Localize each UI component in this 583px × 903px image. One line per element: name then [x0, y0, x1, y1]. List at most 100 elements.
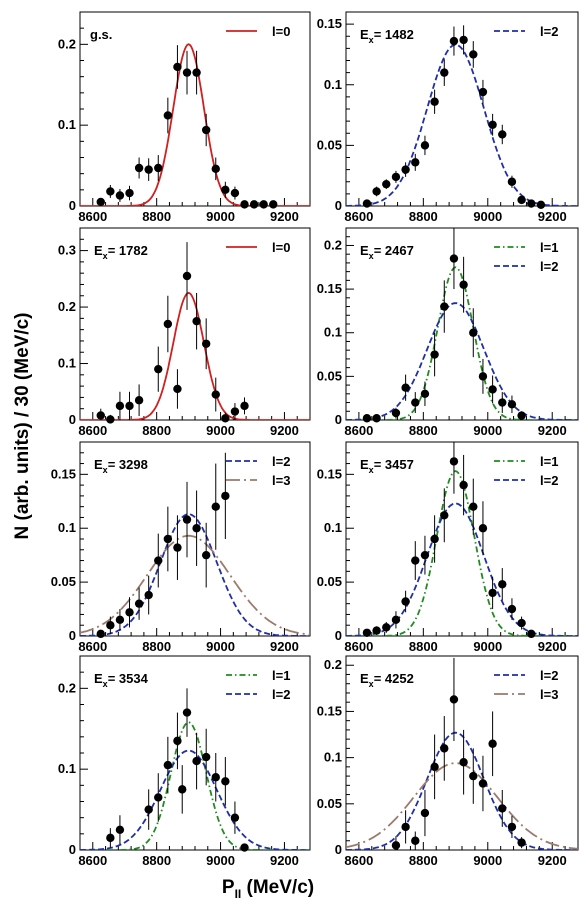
legend-label-l2: l=2 [272, 454, 290, 469]
panel-5: 8600 8800 9000 9200 0 0.05 0.1 0.15 Ex= 3298 l=2 l… [51, 441, 311, 654]
y-tick-label: 0.1 [324, 325, 342, 340]
data-point [372, 626, 381, 635]
data-point [372, 414, 381, 423]
panel-title: Ex= 1482 [360, 27, 414, 45]
panel-4: 8600 8800 9000 9200 0 0.05 0.1 0.15 0.2 Ex= 2467 l… [317, 227, 579, 438]
panel-title-sub: x [369, 465, 374, 475]
data-point [154, 793, 163, 802]
data-point [106, 187, 115, 196]
data-point [411, 836, 420, 845]
data-point [507, 822, 517, 832]
data-point [211, 773, 220, 782]
fit-curve-l2 [346, 502, 578, 636]
y-tick-label: 0 [69, 198, 76, 213]
data-point [420, 550, 430, 560]
data-point [527, 199, 536, 208]
legend-label-l0: l=0 [272, 24, 290, 39]
panel-title: Ex= 3534 [94, 671, 149, 689]
data-point [249, 200, 259, 209]
panel-title-main: E [94, 457, 103, 472]
data-point [154, 163, 163, 173]
data-point [498, 804, 507, 813]
y-tick-label: 0.15 [51, 466, 76, 481]
y-tick-label: 0.05 [317, 796, 342, 811]
x-tick-label: 9200 [538, 423, 567, 438]
data-point [478, 524, 488, 533]
data-point [411, 398, 420, 407]
x-tick-label: 8600 [344, 423, 373, 438]
x-tick-label: 8800 [142, 853, 171, 868]
x-tick-label: 9000 [206, 209, 235, 224]
data-point [221, 777, 230, 786]
panel-title: Ex= 3298 [94, 457, 148, 475]
x-tick-label: 9200 [270, 423, 299, 438]
legend-label-l2: l=2 [272, 687, 290, 702]
y-tick-label: 0.2 [58, 680, 76, 695]
y-tick-label: 0 [69, 842, 76, 857]
data-point [372, 187, 381, 196]
y-tick-label: 0.1 [324, 77, 342, 92]
data-point [440, 302, 449, 311]
data-point [96, 629, 105, 639]
data-point [391, 172, 401, 182]
panel-title-value: = 1482 [374, 27, 414, 42]
y-tick-label: 0.15 [317, 703, 342, 718]
data-point [192, 756, 201, 766]
panel-frame [79, 11, 311, 207]
y-tick-label: 0.1 [324, 520, 342, 535]
data-point [517, 618, 526, 628]
fit-curve-l3 [346, 762, 578, 850]
data-point [411, 556, 420, 565]
data-point [401, 383, 410, 392]
fit-curve-l0 [80, 43, 310, 206]
data-point [182, 515, 192, 524]
data-point [230, 813, 240, 822]
data-point [420, 389, 430, 399]
data-point [154, 556, 163, 565]
data-point [498, 130, 507, 139]
x-axis-title-sub: II [235, 887, 242, 901]
data-point [488, 120, 497, 129]
y-tick-label: 0.1 [58, 761, 76, 776]
fit-curve-l1 [346, 470, 578, 636]
panel-title-main: E [360, 27, 369, 42]
x-tick-label: 9200 [538, 639, 567, 654]
panel-title-sub: x [103, 251, 108, 261]
data-point [517, 838, 526, 847]
panel-title-value: = 3534 [108, 671, 149, 686]
data-point [178, 785, 187, 794]
data-point [144, 590, 153, 600]
fit-curve-l1 [80, 721, 310, 850]
panel-title-main: E [360, 243, 369, 258]
x-tick-label: 8600 [78, 209, 107, 224]
data-point [163, 760, 173, 770]
data-point [478, 87, 488, 97]
data-point [154, 364, 163, 374]
x-axis-title: PII (MeV/c) [222, 877, 314, 901]
fit-curve-l2 [80, 513, 310, 636]
data-point [362, 199, 372, 208]
panel-title-main: E [94, 671, 103, 686]
x-tick-label: 8800 [409, 209, 438, 224]
panel-title-value: = 4252 [374, 671, 414, 686]
x-tick-label: 8800 [142, 423, 171, 438]
x-tick-label: 9200 [270, 639, 299, 654]
panel-6: 8600 8800 9000 9200 0 0.05 0.1 0.15 Ex= 3457 l=1 l… [317, 441, 579, 654]
data-point [362, 414, 372, 423]
y-tick-label: 0 [69, 412, 76, 427]
data-point [382, 623, 391, 632]
fit-curve-l3 [80, 534, 310, 636]
data-point [440, 68, 449, 77]
data-point [192, 524, 201, 533]
x-tick-label: 9000 [473, 209, 502, 224]
fit-curve-l1 [346, 266, 578, 420]
legend-label-l3: l=3 [540, 687, 558, 702]
data-point [173, 62, 182, 72]
data-point [527, 629, 536, 639]
data-point [362, 628, 372, 637]
x-tick-label: 8800 [142, 209, 171, 224]
data-point [401, 165, 410, 174]
data-point [478, 372, 488, 381]
legend-label-l2: l=2 [540, 259, 558, 274]
x-tick-label: 9000 [206, 639, 235, 654]
